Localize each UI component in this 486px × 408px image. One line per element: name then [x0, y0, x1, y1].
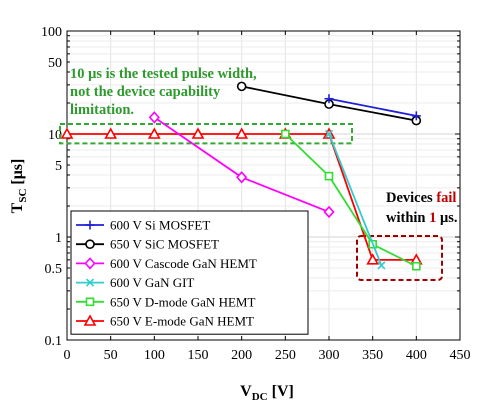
- data-point-5-2: [147, 127, 161, 139]
- x-axis-unit: [V]: [272, 383, 294, 400]
- series-1: [236, 81, 422, 126]
- legend-marker-5: [83, 314, 97, 326]
- y-tick-label: 10: [48, 128, 62, 143]
- fail-note-line2-suffix: μs.: [436, 210, 457, 226]
- x-tick-label: 400: [406, 348, 427, 363]
- series-layer: [60, 81, 423, 271]
- data-point-4-3: [412, 261, 421, 271]
- fail-region-box: [356, 235, 443, 281]
- y-axis-main: T: [9, 202, 26, 213]
- data-point-4-1: [324, 171, 334, 181]
- fail-note-line1: Devices fail: [386, 190, 456, 206]
- series-line-4: [284, 133, 417, 268]
- data-point-3-0-b: [324, 129, 334, 139]
- data-point-3-0: [324, 129, 334, 139]
- tick-labels: 0 50 100 150 200 250 300 350 400 450 0.1 0.5 1 5 10 50 1…: [41, 25, 471, 363]
- pulse-note-line2: not the device capability: [70, 84, 221, 100]
- legend-label-5: 650 V E-mode GaN HEMT: [110, 314, 254, 329]
- x-tick-label: 200: [231, 348, 252, 363]
- legend-label-2: 600 V Cascode GaN HEMT: [110, 256, 257, 271]
- legend: 600 V Si MOSFET 650 V SiC MOSFET 600 V Cas…: [70, 210, 309, 335]
- y-tick-label: 50: [48, 56, 62, 71]
- legend-label-3: 600 V GaN GIT: [110, 275, 194, 290]
- y-tick-label: 0.5: [45, 262, 63, 277]
- x-tick-label: 100: [144, 348, 165, 363]
- x-tick-label: 300: [319, 348, 340, 363]
- x-tick-label: 150: [188, 348, 209, 363]
- data-point-0-1: [411, 111, 421, 121]
- series-0: [324, 94, 421, 121]
- legend-marker-4: [85, 297, 95, 307]
- series-line-0: [328, 97, 417, 117]
- data-point-5-7: [366, 253, 380, 265]
- y-tick-label: 100: [41, 25, 62, 40]
- data-point-3-1: [377, 261, 386, 270]
- y-axis-unit: [μs]: [9, 159, 26, 185]
- x-tick-label: 0: [64, 348, 71, 363]
- pulse-note-line1: 10 μs is the tested pulse width,: [70, 66, 257, 82]
- legend-label-4: 650 V D-mode GaN HEMT: [110, 294, 255, 309]
- legend-item-5: 650 V E-mode GaN HEMT: [76, 314, 254, 329]
- legend-marker-1: [85, 239, 95, 249]
- x-axis-title: VDC [V]: [240, 383, 294, 403]
- data-point-0-0: [324, 94, 334, 104]
- fail-note-word: fail: [436, 190, 456, 206]
- series-2: [148, 111, 335, 219]
- data-point-1-0: [236, 81, 247, 92]
- data-point-3-1-b: [377, 261, 386, 270]
- fail-note-line2: within 1 μs.: [386, 210, 458, 226]
- data-point-2-2: [323, 205, 335, 219]
- series-3: [324, 129, 386, 270]
- series-line-3: [328, 133, 383, 266]
- data-point-2-0: [148, 111, 160, 124]
- legend-item-1: 650 V SiC MOSFET: [76, 237, 219, 252]
- legend-item-3: 600 V GaN GIT: [76, 275, 194, 290]
- x-tick-label: 450: [450, 348, 471, 363]
- x-tick-label: 350: [362, 348, 383, 363]
- legend-marker-2: [84, 257, 96, 270]
- x-axis-main: V: [240, 383, 252, 400]
- y-tick-label: 1: [55, 231, 62, 246]
- y-axis-title: TSC [μs]: [9, 159, 29, 214]
- fail-note-line2-prefix: within: [386, 210, 429, 226]
- legend-item-4: 650 V D-mode GaN HEMT: [76, 294, 255, 309]
- data-point-5-1: [104, 127, 118, 139]
- data-point-5-4: [235, 127, 249, 139]
- pulse-note-line3: limitation.: [70, 102, 134, 118]
- data-point-2-1: [236, 171, 248, 184]
- x-axis-sub: DC: [252, 391, 268, 403]
- legend-item-0: 600 V Si MOSFET: [76, 218, 210, 233]
- data-point-5-3: [191, 127, 205, 139]
- plot-frame: [66, 30, 461, 341]
- legend-box: [70, 210, 309, 335]
- pulse-width-box: [59, 123, 353, 145]
- data-point-4-0: [281, 129, 290, 139]
- legend-marker-3: [85, 278, 95, 287]
- y-axis-sub: SC: [17, 189, 29, 203]
- y-tick-label: 0.1: [45, 334, 63, 349]
- legend-label-1: 650 V SiC MOSFET: [110, 237, 219, 252]
- legend-marker-0: [85, 220, 95, 230]
- x-tick-label: 50: [104, 348, 118, 363]
- legend-item-2: 600 V Cascode GaN HEMT: [76, 256, 257, 271]
- legend-marker-3-b: [85, 278, 95, 287]
- fail-note-prefix: Devices: [386, 190, 436, 206]
- x-tick-label: 250: [275, 348, 296, 363]
- legend-label-0: 600 V Si MOSFET: [110, 218, 210, 233]
- fail-note-value: 1: [429, 210, 436, 226]
- y-tick-label: 5: [55, 159, 62, 174]
- data-point-5-0: [60, 127, 74, 139]
